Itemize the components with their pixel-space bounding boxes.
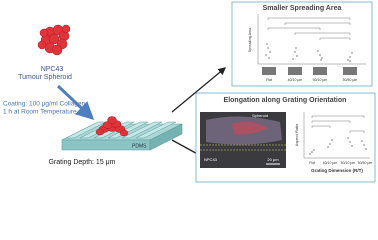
spheroid-label: Tumour Spheroid	[18, 74, 72, 81]
x-title: Grating Dimension (R/T)	[311, 168, 363, 173]
coating-text: Coating: 100 μg/ml Collagen	[3, 101, 86, 108]
scatter-decor	[309, 137, 367, 155]
panel-title: Elongation along Grating Orientation	[224, 97, 347, 104]
thumbnails	[262, 67, 357, 75]
y-label: Aspect Ratio	[294, 123, 299, 146]
image-label: Spheroid	[252, 113, 268, 118]
x-label: 40/10 μm	[288, 78, 303, 82]
x-label: 50/10 μm	[313, 78, 328, 82]
grating-depth: Grating Depth: 15 μm	[48, 159, 115, 166]
x-label: 50/50 μm	[343, 78, 358, 82]
chart-decor	[303, 112, 370, 159]
arrow	[171, 67, 227, 113]
y-label: Spreading Area	[248, 28, 252, 52]
x-label: 40/10 μm	[323, 161, 338, 165]
spheroid-label: NPC43	[41, 66, 64, 73]
panel-title: Smaller Spreading Area	[263, 5, 342, 12]
substrate-label: PDMS	[132, 143, 147, 149]
x-label: Flat	[309, 161, 315, 165]
spheroid	[37, 24, 71, 56]
scale-label: 20 μm	[267, 157, 279, 162]
x-label: 50/10 μm	[341, 161, 356, 165]
micrograph	[200, 112, 286, 168]
x-label: 50/50 μm	[358, 161, 373, 165]
chart-decor	[257, 14, 366, 65]
image-label: NPC43	[204, 157, 218, 162]
scatter-decor	[265, 43, 353, 62]
figure: NPC43 Tumour Spheroid PDMS Coating: 100 …	[3, 1, 376, 183]
coating-text: 1 h at Room Temperature	[3, 109, 77, 116]
x-label: Flat	[266, 78, 272, 82]
spheroid-on-slab	[95, 116, 129, 137]
arrow	[56, 84, 95, 121]
